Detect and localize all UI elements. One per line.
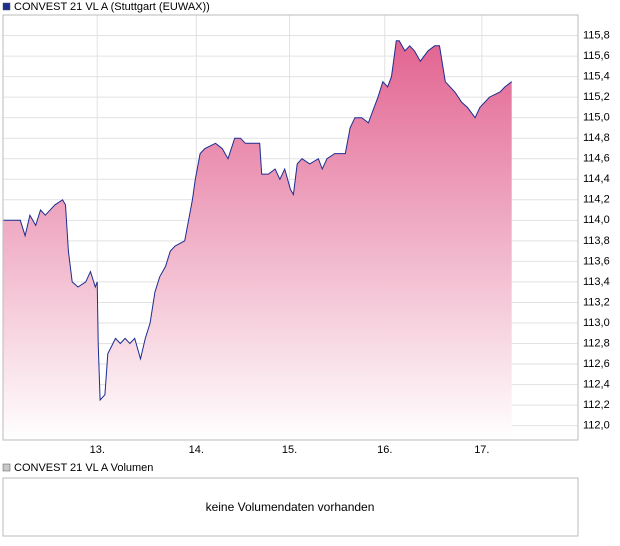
y-tick-label: 115,4 (583, 71, 610, 83)
y-tick-label: 112,4 (583, 378, 610, 390)
legend-label: CONVEST 21 VL A (Stuttgart (EUWAX)) (14, 1, 210, 13)
y-tick-label: 112,0 (583, 420, 610, 432)
y-tick-label: 115,0 (583, 112, 610, 124)
legend-swatch (2, 2, 11, 11)
legend-swatch (2, 463, 11, 472)
y-tick-label: 113,6 (583, 255, 610, 267)
y-tick-label: 112,6 (583, 358, 610, 370)
volume-message: keine Volumendaten vorhanden (206, 500, 375, 514)
x-tick-label: 14. (189, 444, 204, 456)
plot-frame (2, 14, 579, 441)
y-tick-label: 114,0 (583, 214, 610, 226)
area (3, 40, 512, 440)
y-tick-label: 114,2 (583, 194, 610, 206)
y-tick-label: 113,0 (583, 317, 610, 329)
y-tick-label: 114,8 (583, 132, 610, 144)
x-tick-label: 15. (282, 444, 297, 456)
y-tick-label: 115,2 (583, 91, 610, 103)
y-tick-label: 113,2 (583, 296, 610, 308)
volume-frame (2, 477, 579, 537)
x-tick-label: 13. (90, 444, 105, 456)
y-tick-label: 112,8 (583, 337, 610, 349)
volume-legend: CONVEST 21 VL A Volumen (14, 462, 153, 474)
y-tick-label: 113,8 (583, 235, 610, 247)
price-line (3, 40, 513, 402)
x-tick-label: 16. (377, 444, 392, 456)
x-tick-label: 17. (474, 444, 489, 456)
y-tick-label: 115,8 (583, 29, 610, 41)
y-tick-label: 112,2 (583, 399, 610, 411)
y-tick-label: 114,6 (583, 153, 610, 165)
y-tick-label: 114,4 (583, 173, 610, 185)
y-tick-label: 115,6 (583, 50, 610, 62)
y-tick-label: 113,4 (583, 276, 610, 288)
